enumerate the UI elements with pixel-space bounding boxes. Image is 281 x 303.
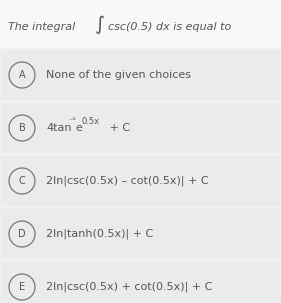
- Text: C: C: [19, 176, 25, 186]
- Text: + C: + C: [106, 123, 130, 133]
- FancyBboxPatch shape: [1, 209, 280, 259]
- Text: The integral: The integral: [8, 22, 79, 32]
- FancyBboxPatch shape: [0, 0, 281, 48]
- FancyBboxPatch shape: [1, 262, 280, 303]
- Text: ⁻¹: ⁻¹: [68, 116, 76, 125]
- Text: 2ln|tanh(0.5x)| + C: 2ln|tanh(0.5x)| + C: [46, 229, 153, 239]
- FancyBboxPatch shape: [1, 50, 280, 100]
- Text: 4tan: 4tan: [46, 123, 71, 133]
- Text: D: D: [18, 229, 26, 239]
- Text: E: E: [19, 282, 25, 292]
- FancyBboxPatch shape: [1, 103, 280, 153]
- Text: A: A: [19, 70, 25, 80]
- Text: 0.5x: 0.5x: [82, 116, 100, 125]
- Text: 2ln|csc(0.5x) + cot(0.5x)| + C: 2ln|csc(0.5x) + cot(0.5x)| + C: [46, 282, 212, 292]
- Text: B: B: [19, 123, 25, 133]
- Text: csc(0.5) dx is equal to: csc(0.5) dx is equal to: [108, 22, 231, 32]
- Text: ∫: ∫: [95, 15, 105, 35]
- Text: e: e: [75, 123, 82, 133]
- Text: 2ln|csc(0.5x) – cot(0.5x)| + C: 2ln|csc(0.5x) – cot(0.5x)| + C: [46, 176, 209, 186]
- Text: None of the given choices: None of the given choices: [46, 70, 191, 80]
- FancyBboxPatch shape: [1, 156, 280, 206]
